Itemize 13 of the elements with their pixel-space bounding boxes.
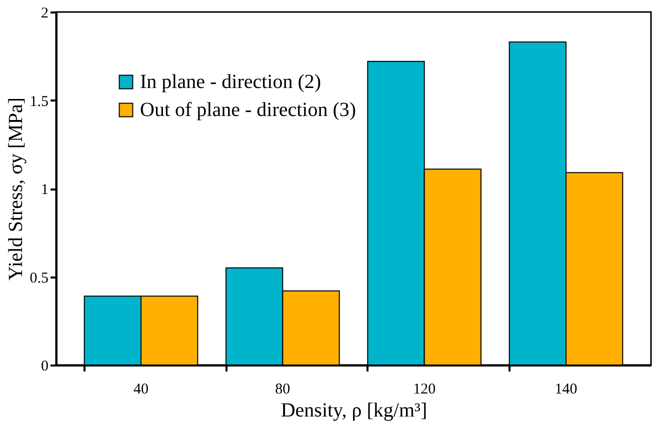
legend-label: In plane - direction (2) [140, 71, 322, 93]
x-tick-label: 120 [413, 382, 436, 398]
x-tick-label: 80 [275, 382, 290, 398]
y-axis-title: Yield Stress, σy [MPa] [4, 98, 27, 280]
legend-label: Out of plane - direction (3) [140, 99, 356, 121]
y-tick-label: 1 [41, 182, 48, 198]
y-tick-label: 0.5 [30, 270, 48, 286]
x-tick-label: 140 [554, 382, 578, 398]
y-tick-label: 2 [41, 6, 48, 22]
y-tick-label: 0 [41, 358, 48, 374]
x-tick-label: 40 [134, 382, 148, 398]
y-tick-label: 1.5 [30, 94, 48, 110]
x-axis-title: Density, ρ [kg/m³] [280, 400, 428, 422]
